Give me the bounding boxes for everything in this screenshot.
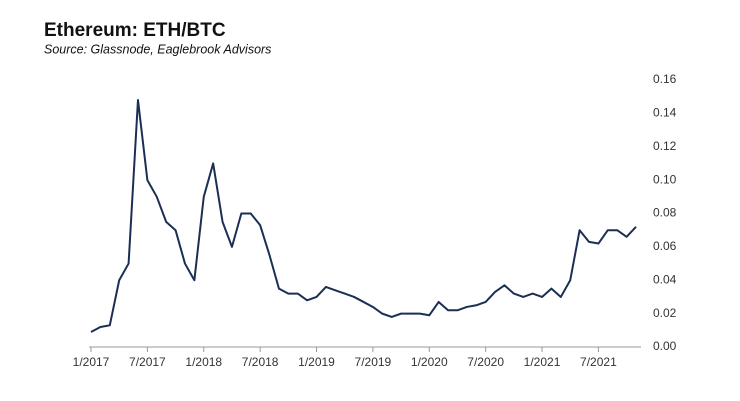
y-tick-label: 0.10 (653, 172, 677, 186)
y-tick-label: 0.08 (653, 206, 677, 220)
x-tick-label: 1/2020 (411, 355, 448, 369)
x-tick-label: 7/2020 (467, 355, 504, 369)
x-tick-label: 7/2019 (355, 355, 392, 369)
y-tick-label: 0.02 (653, 306, 677, 320)
x-tick-label: 1/2019 (298, 355, 335, 369)
data-line (90, 99, 637, 333)
y-tick-label: 0.14 (653, 106, 677, 120)
y-tick-label: 0.04 (653, 272, 677, 286)
x-tick-label: 1/2018 (185, 355, 222, 369)
x-tick-label: 7/2021 (580, 355, 617, 369)
y-tick-label: 0.12 (653, 139, 677, 153)
x-tick-label: 7/2018 (242, 355, 279, 369)
y-tick-label: 0.00 (653, 339, 677, 353)
chart-subtitle: Source: Glassnode, Eaglebrook Advisors (44, 42, 271, 56)
x-tick-label: 1/2021 (524, 355, 561, 369)
chart-title: Ethereum: ETH/BTC (44, 20, 226, 41)
y-tick-label: 0.06 (653, 239, 677, 253)
x-tick-label: 1/2017 (73, 355, 110, 369)
y-tick-label: 0.16 (653, 72, 677, 86)
x-tick-label: 7/2017 (129, 355, 166, 369)
